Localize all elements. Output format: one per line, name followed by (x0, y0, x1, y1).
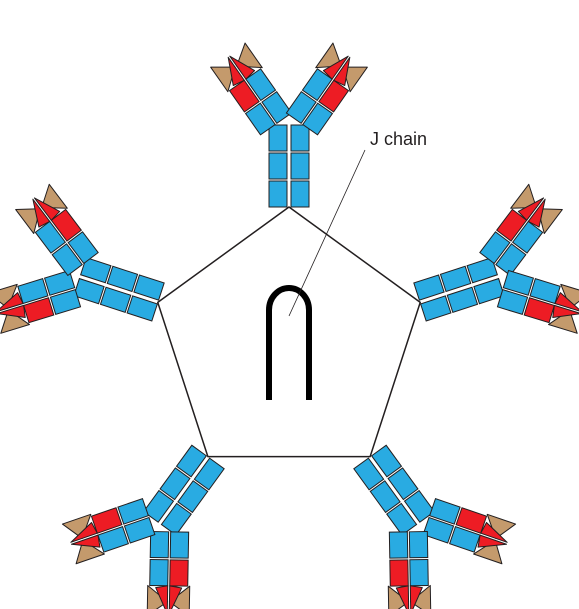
j-chain (269, 288, 309, 400)
antibody-monomers (0, 43, 579, 609)
igm-pentamer-diagram: .hc{fill:#29abe2;stroke:#231f20;stroke-w… (0, 0, 579, 609)
jchain-label: J chain (370, 129, 427, 149)
antibody-monomer (396, 177, 579, 377)
antibody-monomer (0, 177, 182, 377)
antibody-monomer (48, 411, 271, 609)
antibody-monomer (307, 411, 530, 609)
antibody-monomer (211, 43, 368, 207)
pentagon-connector (158, 207, 420, 457)
